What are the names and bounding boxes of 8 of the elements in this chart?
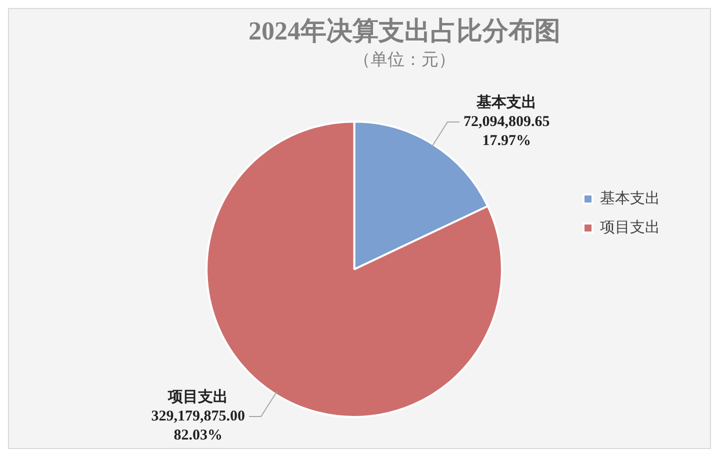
legend-label: 基本支出 [600,190,660,207]
chart-title: 2024年决算支出占比分布图 [248,16,560,46]
data-label: 329,179,875.00 82.03% [151,408,246,444]
data-label: 72,094,809.65 17.97% [463,114,550,149]
slice-label: 项目支出 [167,388,228,406]
chart-subtitle: （单位：元） [354,50,456,69]
slice-label: 基本支出 [476,94,537,111]
legend-label: 项目支出 [600,218,660,236]
